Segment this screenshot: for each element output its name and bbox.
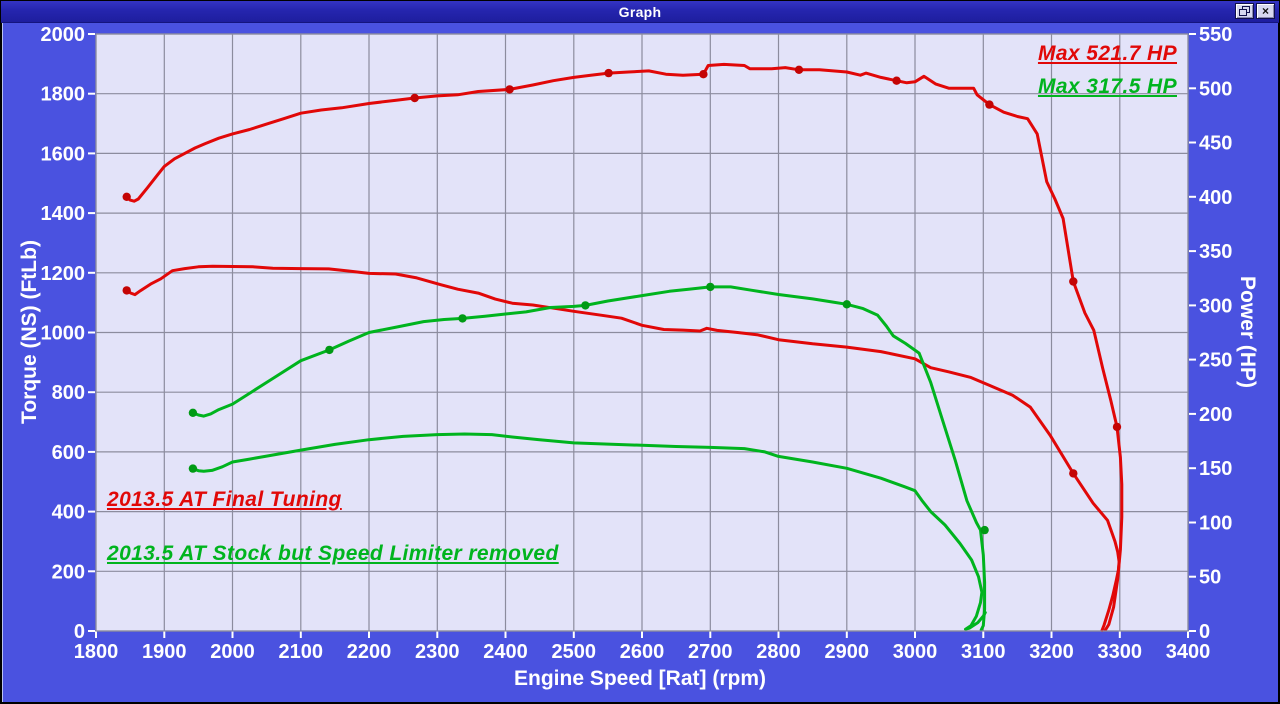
close-icon: ×: [1261, 4, 1269, 18]
y-right-tick-label: 300: [1199, 295, 1232, 317]
green-series-label: 2013.5 AT Stock but Speed Limiter remove…: [107, 542, 559, 565]
x-tick-label: 2700: [688, 641, 733, 663]
series-marker-0: [794, 65, 804, 75]
series-marker-0: [505, 85, 514, 94]
series-marker-2: [325, 345, 334, 355]
y-right-tick-label: 500: [1199, 78, 1232, 100]
y-right-tick-label: 250: [1199, 350, 1232, 372]
axis-ticks: [88, 33, 1196, 638]
x-tick-label: 3000: [893, 641, 938, 663]
x-tick-label: 2200: [347, 641, 392, 663]
series-line-3: [191, 432, 987, 631]
y-right-tick-label: 400: [1199, 187, 1232, 209]
restore-button[interactable]: [1235, 3, 1254, 19]
series-marker-2: [458, 314, 467, 323]
window-title: Graph: [618, 3, 662, 20]
titlebar-buttons: ×: [1235, 3, 1275, 19]
series-marker-0: [985, 100, 994, 109]
x-tick-label: 3300: [1098, 641, 1143, 663]
y-right-tick-label: 350: [1199, 241, 1232, 263]
series-marker-0: [1069, 277, 1078, 286]
series-marker-0: [122, 192, 131, 201]
y-left-tick-label: 0: [74, 621, 85, 643]
max-power-green-annotation: Max 317.5 HP: [1037, 75, 1177, 98]
x-tick-label: 2400: [483, 641, 528, 663]
window-titlebar[interactable]: Graph ×: [1, 1, 1279, 23]
y-right-axis-title: Power (HP): [1236, 275, 1259, 389]
plot-border: [95, 33, 1189, 632]
series-marker-2: [706, 282, 715, 292]
x-tick-label: 3200: [1029, 641, 1074, 663]
x-tick-label: 1800: [74, 641, 119, 663]
x-tick-label: 2100: [279, 641, 324, 663]
series-marker-0: [892, 76, 901, 85]
max-power-red-annotation: Max 521.7 HP: [1037, 42, 1177, 65]
y-left-tick-label: 1200: [41, 263, 86, 285]
series-marker-0: [604, 68, 613, 78]
series-marker-0: [699, 70, 708, 79]
x-tick-label: 2600: [620, 641, 665, 663]
x-tick-label: 1900: [142, 641, 187, 663]
x-tick-label: 3400: [1166, 641, 1211, 663]
x-tick-label: 3100: [961, 641, 1006, 663]
y-left-tick-label: 400: [52, 502, 85, 524]
y-right-tick-label: 150: [1199, 458, 1232, 480]
y-left-tick-label: 1600: [41, 143, 86, 165]
y-left-tick-label: 800: [52, 382, 85, 404]
y-right-tick-label: 0: [1199, 621, 1210, 643]
series-marker-0: [410, 93, 419, 103]
y-left-axis-title: Torque (NS) (FtLb): [18, 240, 41, 424]
close-button[interactable]: ×: [1256, 3, 1275, 19]
series-marker-1: [1069, 469, 1078, 478]
series-marker-2: [842, 300, 851, 309]
series-line-2: [191, 285, 987, 632]
y-left-tick-label: 1800: [41, 84, 86, 106]
y-left-tick-label: 1000: [41, 323, 86, 345]
series-marker-2: [980, 525, 989, 535]
x-tick-label: 2500: [552, 641, 597, 663]
x-tick-label: 2300: [415, 641, 460, 663]
series-line-1: [125, 264, 1121, 632]
y-left-tick-label: 600: [52, 442, 85, 464]
x-tick-label: 2800: [756, 641, 801, 663]
x-axis-title: Engine Speed [Rat] (rpm): [513, 667, 767, 690]
y-left-tick-label: 1400: [41, 203, 86, 225]
y-right-tick-label: 550: [1199, 24, 1232, 46]
y-right-tick-label: 450: [1199, 133, 1232, 155]
series-marker-2: [581, 301, 590, 310]
y-right-tick-label: 100: [1199, 513, 1232, 535]
series-marker-2: [188, 408, 198, 417]
y-right-tick-label: 50: [1199, 567, 1221, 589]
x-tick-label: 2900: [825, 641, 870, 663]
series-marker-1: [122, 286, 131, 295]
x-tick-label: 2000: [210, 641, 255, 663]
y-left-tick-label: 2000: [41, 24, 86, 46]
red-series-label: 2013.5 AT Final Tuning: [107, 488, 342, 511]
series-marker-3: [188, 464, 198, 473]
y-right-tick-label: 200: [1199, 404, 1232, 426]
restore-icon: [1239, 6, 1250, 16]
y-left-tick-label: 200: [52, 561, 85, 583]
series-marker-0: [1112, 422, 1122, 432]
